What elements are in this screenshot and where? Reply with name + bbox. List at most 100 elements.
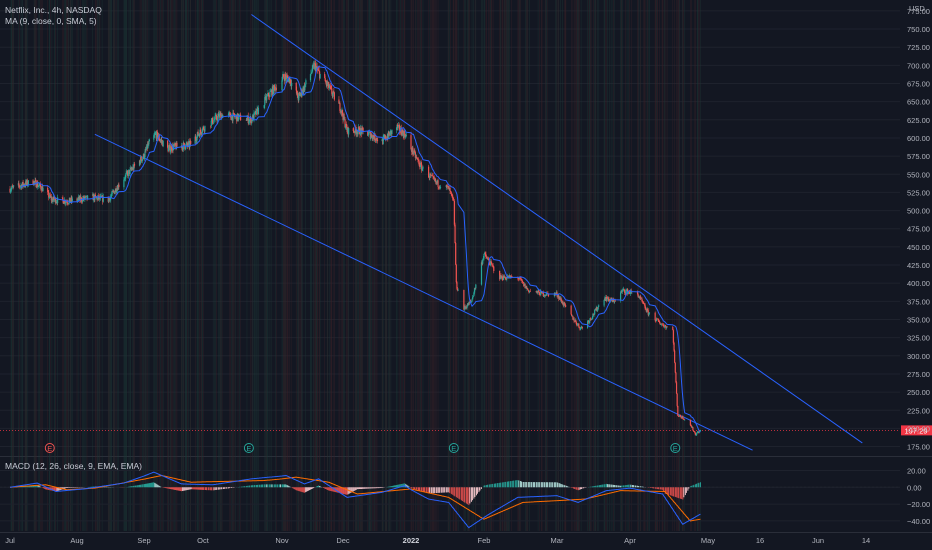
time-tick-label: 16 xyxy=(756,536,764,545)
candle-body xyxy=(505,279,507,280)
candle-body xyxy=(455,243,457,265)
candle-body xyxy=(614,300,616,302)
candle-body xyxy=(468,302,470,306)
ma-legend[interactable]: MA (9, close, 0, SMA, 5) xyxy=(5,16,97,27)
candle-body xyxy=(438,186,440,188)
candle-body xyxy=(465,307,467,309)
earnings-label-1: E xyxy=(47,444,52,453)
candle-body xyxy=(148,141,150,145)
candle-body xyxy=(682,416,684,419)
last-price-line: 197.29 xyxy=(0,425,932,436)
candle-body xyxy=(522,282,524,283)
price-tick-label: 475.00 xyxy=(907,225,930,234)
candle-body xyxy=(464,306,466,308)
candle-body xyxy=(699,430,702,432)
candle-body xyxy=(245,120,247,121)
candle-body xyxy=(247,115,249,124)
candle-body xyxy=(143,154,145,159)
candle-body xyxy=(47,187,49,193)
candle-body xyxy=(588,321,590,323)
candle-body xyxy=(545,292,548,296)
candle-body xyxy=(200,133,203,135)
candle-body xyxy=(436,181,438,184)
candle-body xyxy=(12,185,14,187)
candle-body xyxy=(397,126,399,129)
candle-body xyxy=(623,288,625,291)
candle-body xyxy=(654,312,656,321)
time-tick-label: Mar xyxy=(551,536,564,545)
candle-body xyxy=(124,174,127,179)
candle-body xyxy=(343,113,345,120)
candle-body xyxy=(176,142,178,147)
candle-body xyxy=(451,195,454,198)
candle-body xyxy=(288,78,290,82)
candle-body xyxy=(97,197,99,200)
candle-body xyxy=(229,113,231,114)
candle-body xyxy=(545,295,547,296)
candle-body xyxy=(581,326,583,328)
time-tick-label: Nov xyxy=(275,536,289,545)
candle-body xyxy=(638,296,641,298)
candle-body xyxy=(544,295,546,297)
candle-body xyxy=(472,296,474,300)
candle-body xyxy=(628,291,631,293)
candle-body xyxy=(506,277,508,280)
candle-body xyxy=(285,75,288,80)
last-price-label: 197.29 xyxy=(905,426,928,435)
candle-body xyxy=(411,147,413,152)
candle-body xyxy=(661,323,663,325)
candle-body xyxy=(656,318,658,320)
candle-body xyxy=(311,65,314,72)
candle-body xyxy=(111,191,113,195)
candle-body xyxy=(159,140,161,141)
candle-body xyxy=(304,84,306,86)
candle-body xyxy=(265,96,267,101)
candle-body xyxy=(372,135,374,139)
candle-body xyxy=(18,185,21,187)
candle-body xyxy=(666,326,668,328)
candle-body xyxy=(499,270,501,280)
candle-body xyxy=(201,132,203,134)
candle-body xyxy=(357,127,360,132)
candle-body xyxy=(227,113,230,115)
candle-body xyxy=(694,432,697,436)
candle-body xyxy=(338,99,340,104)
price-tick-label: 750.00 xyxy=(907,25,930,34)
candle-body xyxy=(405,135,407,136)
candle-body xyxy=(658,321,660,322)
time-axis[interactable]: Jul Aug Sep Oct Nov Dec 2022 Feb Mar Apr May 16 Jun 1… xyxy=(5,536,870,545)
candle-body xyxy=(529,290,531,293)
candle-body xyxy=(328,82,330,89)
main-legend[interactable]: Netflix, Inc., 4h, NASDAQ xyxy=(5,5,102,16)
candle-body xyxy=(527,288,529,290)
candle-body xyxy=(50,196,52,201)
candle-body xyxy=(26,180,28,186)
candle-body xyxy=(575,322,578,325)
candle-body xyxy=(110,195,112,197)
trendlines[interactable] xyxy=(94,14,863,451)
candle-body xyxy=(436,180,439,184)
candle-body xyxy=(482,259,484,264)
candle-body xyxy=(417,158,419,160)
candle-body xyxy=(71,198,73,202)
candle-body xyxy=(183,142,185,144)
price-axis[interactable]: 175.00 200.00 225.00 250.00 275.00 300.00 325.… xyxy=(907,4,930,526)
candle-body xyxy=(606,298,608,301)
candle-body xyxy=(487,258,489,259)
candle-body xyxy=(622,289,624,291)
candle-body xyxy=(295,82,297,91)
candle-body xyxy=(492,265,494,267)
candle-body xyxy=(300,93,302,96)
candle-body xyxy=(624,290,626,293)
candle-body xyxy=(10,187,13,190)
candle-body xyxy=(19,185,22,187)
macd-legend[interactable]: MACD (12, 26, close, 9, EMA, EMA) xyxy=(5,461,142,472)
candle-body xyxy=(239,114,242,121)
candle-body xyxy=(463,306,466,310)
candle-body xyxy=(520,278,522,281)
candle-body xyxy=(85,195,87,197)
candle-body xyxy=(614,300,616,303)
